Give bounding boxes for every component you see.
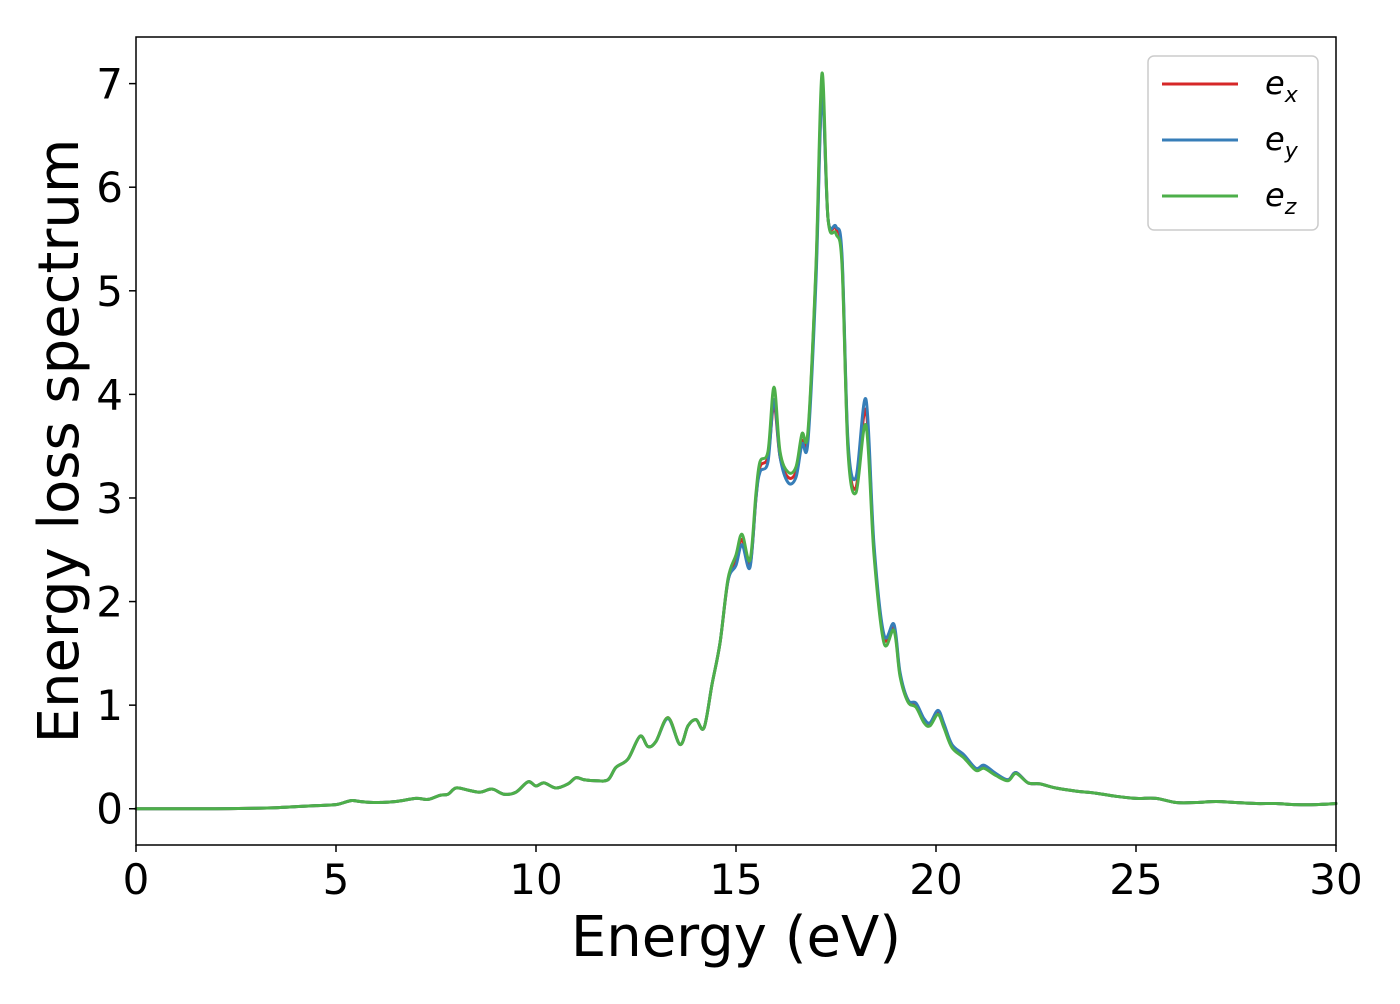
x-tick-label: 25 bbox=[1109, 855, 1162, 904]
legend-label-z: ez bbox=[1265, 176, 1297, 220]
y-tick-label: 6 bbox=[96, 163, 123, 212]
y-tick-label: 5 bbox=[96, 267, 123, 316]
x-axis-title: Energy (eV) bbox=[571, 905, 901, 970]
y-tick-label: 4 bbox=[96, 370, 123, 419]
legend-frame bbox=[1147, 55, 1319, 231]
x-tick-label: 10 bbox=[509, 855, 562, 904]
y-tick-label: 1 bbox=[96, 681, 123, 730]
y-tick-label: 2 bbox=[96, 578, 123, 627]
x-tick-label: 0 bbox=[123, 855, 150, 904]
series-line-2 bbox=[134, 71, 1338, 811]
series-layer bbox=[134, 71, 1338, 811]
legend: ex ey ez bbox=[1147, 55, 1319, 231]
x-tick-label: 20 bbox=[909, 855, 962, 904]
y-tick-label: 3 bbox=[96, 474, 123, 523]
x-tick-label: 5 bbox=[323, 855, 350, 904]
ticks-layer: 0 5 10 15 20 25 30 0 1 2 3 4 5 6 7 bbox=[96, 60, 1362, 904]
x-tick-label: 30 bbox=[1309, 855, 1362, 904]
y-axis-title: Energy loss spectrum bbox=[27, 139, 92, 744]
legend-label-x: ex bbox=[1265, 64, 1299, 108]
y-tick-label: 0 bbox=[96, 785, 123, 834]
x-tick-label: 15 bbox=[709, 855, 762, 904]
y-tick-label: 7 bbox=[96, 60, 123, 109]
legend-label-y: ey bbox=[1265, 120, 1299, 164]
